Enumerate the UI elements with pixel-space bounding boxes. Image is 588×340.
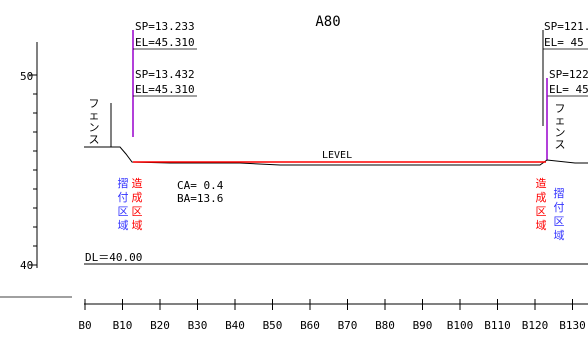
left-marker-group: SP=13.233 EL=45.310 SP=13.432 EL=45.310 bbox=[132, 20, 197, 137]
ba-label: BA=13.6 bbox=[177, 192, 223, 205]
zone-red-char: 造 bbox=[536, 176, 547, 190]
zone-label-red-right: 造 成 区 域 bbox=[536, 176, 547, 232]
zone-blue-char: 付 bbox=[118, 191, 129, 204]
x-axis-label: B80 bbox=[375, 319, 395, 332]
left-top-el: EL=45.310 bbox=[135, 36, 195, 49]
fence-left-char: フ bbox=[89, 97, 100, 110]
zone-blue-char: 域 bbox=[554, 229, 565, 242]
x-axis-labels: B0 B10 B20 B30 B40 B50 B60 B70 B80 B90 B100 B110 B12… bbox=[78, 319, 585, 332]
zone-blue-char: 摺 bbox=[554, 186, 565, 200]
x-axis-label: B90 bbox=[413, 319, 433, 332]
fence-left-char: ス bbox=[89, 133, 100, 146]
fence-left-char: ン bbox=[89, 121, 100, 134]
x-axis-label: B30 bbox=[188, 319, 208, 332]
fence-label-left: フ ェ ン ス bbox=[89, 97, 100, 146]
zone-red-char: 区 bbox=[132, 205, 143, 218]
fence-right-char: ェ bbox=[555, 114, 566, 127]
x-axis-label: B40 bbox=[225, 319, 245, 332]
zone-red-char: 造 bbox=[132, 176, 143, 190]
zone-label-red-left: 造 成 区 域 bbox=[132, 176, 143, 232]
datum-label: DL＝40.00 bbox=[85, 251, 142, 264]
right-marker-group: SP=121. EL= 45 SP=122 EL= 45 bbox=[542, 20, 588, 160]
x-axis-label: B50 bbox=[263, 319, 283, 332]
x-axis-label: B110 bbox=[484, 319, 511, 332]
x-axis-ticks bbox=[84, 299, 573, 310]
y-tick-label-40: 40 bbox=[20, 259, 33, 272]
zone-red-char: 域 bbox=[132, 219, 143, 232]
right-bottom-el: EL= 45 bbox=[549, 83, 588, 96]
ground-profile-line bbox=[84, 146, 588, 166]
right-bottom-sp: SP=122 bbox=[549, 68, 588, 81]
x-axis-label: B120 bbox=[522, 319, 549, 332]
x-axis-label: B70 bbox=[338, 319, 358, 332]
x-axis-label: B20 bbox=[150, 319, 170, 332]
x-axis-label: B60 bbox=[300, 319, 320, 332]
right-top-sp: SP=121. bbox=[544, 20, 588, 33]
x-axis-label: B130 bbox=[559, 319, 586, 332]
zone-blue-char: 摺 bbox=[118, 176, 129, 190]
y-tick-label-50: 50 bbox=[20, 70, 33, 83]
ca-label: CA= 0.4 bbox=[177, 179, 224, 192]
x-axis-label: B10 bbox=[113, 319, 133, 332]
zone-red-char: 域 bbox=[536, 219, 547, 232]
zone-red-char: 区 bbox=[536, 205, 547, 218]
fence-right-char: フ bbox=[555, 102, 566, 115]
fence-right-char: ス bbox=[555, 138, 566, 151]
left-bottom-el: EL=45.310 bbox=[135, 83, 195, 96]
fence-label-right: フ ェ ン ス bbox=[555, 102, 566, 151]
x-axis-label: B0 bbox=[78, 319, 91, 332]
x-axis-label: B100 bbox=[447, 319, 474, 332]
right-top-el: EL= 45 bbox=[544, 36, 584, 49]
zone-blue-char: 付 bbox=[554, 201, 565, 214]
zone-label-blue-right: 摺 付 区 域 bbox=[554, 186, 565, 242]
zone-red-char: 成 bbox=[132, 191, 143, 204]
left-top-sp: SP=13.233 bbox=[135, 20, 195, 33]
section-title: A80 bbox=[315, 14, 340, 30]
zone-red-char: 成 bbox=[536, 191, 547, 204]
zone-label-blue-left: 摺 付 区 域 bbox=[118, 176, 129, 232]
zone-blue-char: 区 bbox=[554, 215, 565, 228]
y-scale-minor-ticks bbox=[29, 74, 37, 266]
fence-right-char: ン bbox=[555, 126, 566, 139]
left-bottom-sp: SP=13.432 bbox=[135, 68, 195, 81]
zone-blue-char: 域 bbox=[118, 219, 129, 232]
zone-blue-char: 区 bbox=[118, 205, 129, 218]
fence-left-char: ェ bbox=[89, 109, 100, 122]
level-label: LEVEL bbox=[322, 150, 352, 161]
